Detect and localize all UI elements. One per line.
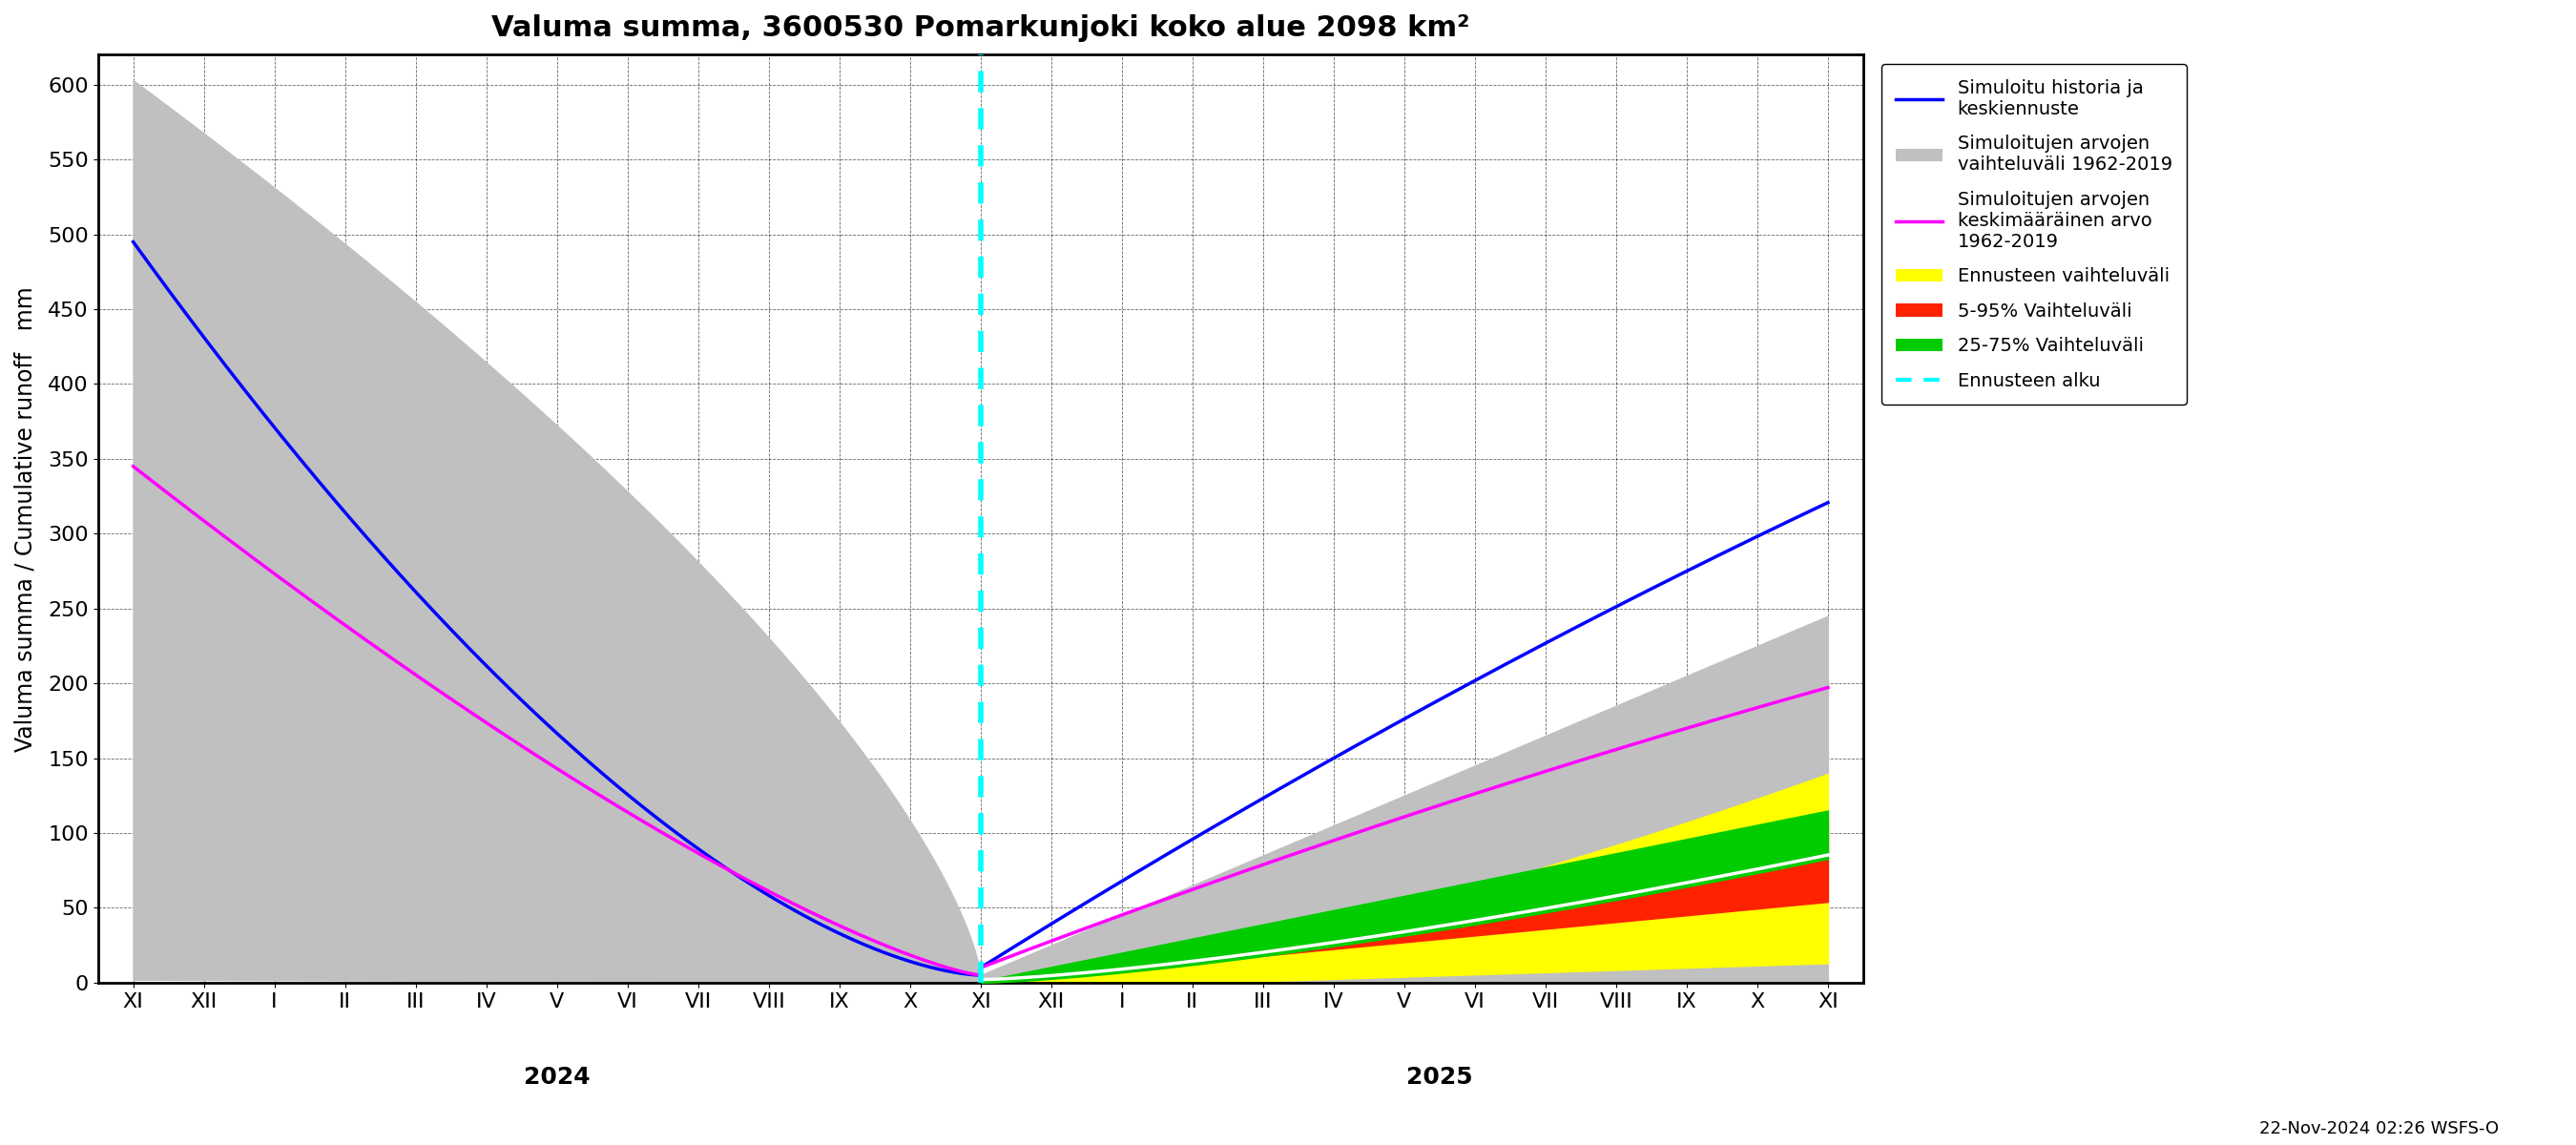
- Text: 2024: 2024: [523, 1066, 590, 1089]
- Text: 2025: 2025: [1406, 1066, 1473, 1089]
- Y-axis label: Valuma summa / Cumulative runoff   mm: Valuma summa / Cumulative runoff mm: [15, 286, 36, 751]
- Legend: Simuloitu historia ja
keskiennuste, Simuloitujen arvojen
vaihteluväli 1962-2019,: Simuloitu historia ja keskiennuste, Simu…: [1880, 64, 2187, 405]
- Title: Valuma summa, 3600530 Pomarkunjoki koko alue 2098 km²: Valuma summa, 3600530 Pomarkunjoki koko …: [492, 14, 1471, 42]
- Text: 22-Nov-2024 02:26 WSFS-O: 22-Nov-2024 02:26 WSFS-O: [2259, 1120, 2499, 1137]
